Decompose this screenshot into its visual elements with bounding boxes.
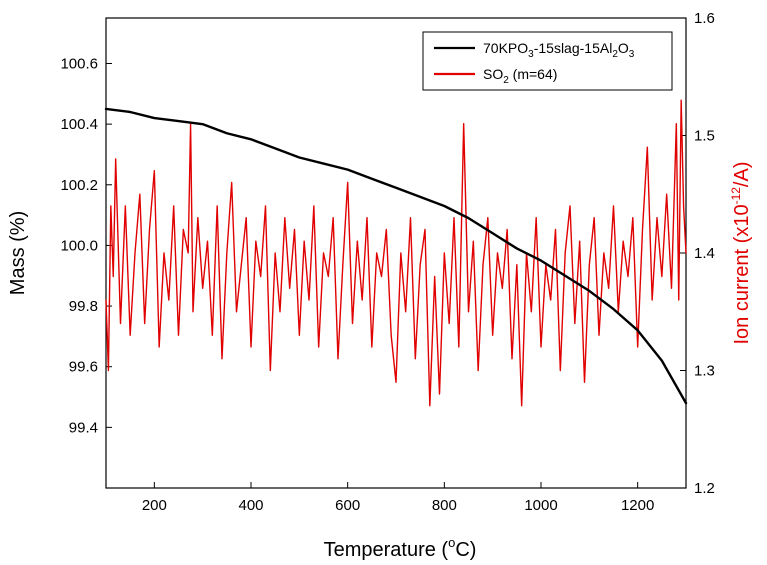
x-tick-label: 600 bbox=[335, 497, 360, 514]
y-right-tick-label: 1.2 bbox=[694, 480, 715, 497]
y-left-ticks: 99.4 99.6 99.8 100.0 100.2 100.4 100.6 bbox=[60, 55, 112, 436]
y-left-tick-label: 100.6 bbox=[60, 55, 98, 72]
y-left-tick-label: 100.0 bbox=[60, 237, 98, 254]
mass-line bbox=[104, 107, 688, 405]
x-tick-label: 1000 bbox=[524, 497, 557, 514]
y-left-tick-label: 100.4 bbox=[60, 116, 98, 133]
legend: 70KPO3-15slag-15Al2O3 SO2 (m=64) bbox=[422, 31, 673, 91]
x-tick-label: 800 bbox=[432, 497, 457, 514]
y-left-tick-label: 100.2 bbox=[60, 177, 98, 194]
series-layer bbox=[104, 99, 688, 407]
y-left-tick-label: 99.8 bbox=[69, 298, 98, 315]
y-right-tick-label: 1.5 bbox=[694, 128, 715, 145]
y-right-ticks: 1.2 1.3 1.4 1.5 1.6 bbox=[680, 10, 715, 497]
y-right-axis-title: Ion current (x10-12/A) bbox=[729, 162, 753, 345]
x-tick-label: 1200 bbox=[621, 497, 654, 514]
x-ticks: 200 400 600 800 1000 1200 bbox=[142, 482, 654, 514]
y-left-tick-label: 99.4 bbox=[69, 419, 98, 436]
y-right-tick-label: 1.4 bbox=[694, 245, 715, 262]
y-right-tick-label: 1.3 bbox=[694, 363, 715, 380]
so2-ion-current-line bbox=[105, 99, 687, 407]
legend-label-mass: 70KPO3-15slag-15Al2O3 bbox=[483, 40, 635, 60]
x-axis-title: Temperature (oC) bbox=[324, 535, 477, 561]
x-tick-label: 200 bbox=[142, 497, 167, 514]
y-left-axis-title: Mass (%) bbox=[7, 211, 29, 295]
y-left-tick-label: 99.6 bbox=[69, 359, 98, 376]
y-right-tick-label: 1.6 bbox=[694, 10, 715, 27]
legend-label-so2: SO2 (m=64) bbox=[483, 66, 557, 86]
legend-box bbox=[422, 31, 673, 91]
x-tick-label: 400 bbox=[238, 497, 263, 514]
